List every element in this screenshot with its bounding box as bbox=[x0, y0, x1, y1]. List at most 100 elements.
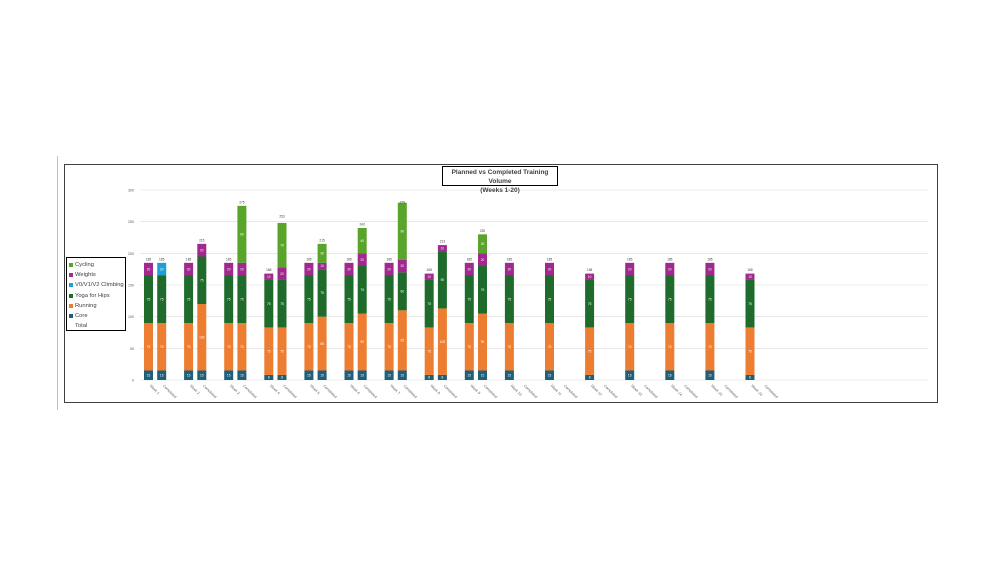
bar-segment[interactable] bbox=[705, 262, 715, 276]
bar-segment[interactable] bbox=[264, 327, 274, 375]
bar-segment[interactable] bbox=[197, 304, 207, 371]
bar-segment[interactable] bbox=[504, 275, 514, 324]
legend-entry[interactable]: Yoga for Hips bbox=[69, 291, 123, 301]
bar-segment[interactable] bbox=[745, 374, 755, 380]
bar-segment[interactable] bbox=[585, 327, 595, 375]
bar-segment[interactable] bbox=[585, 273, 595, 280]
bar-segment[interactable] bbox=[344, 262, 354, 276]
bar-segment[interactable] bbox=[504, 323, 514, 371]
bar-segment[interactable] bbox=[277, 374, 287, 380]
bar-segment[interactable] bbox=[197, 256, 207, 305]
legend-entry[interactable]: V0/V1/V2 Climbing bbox=[69, 280, 124, 290]
bar-segment[interactable] bbox=[157, 262, 167, 276]
bar-segment[interactable] bbox=[585, 374, 595, 380]
bar-segment[interactable] bbox=[504, 370, 514, 381]
bar-segment[interactable] bbox=[585, 279, 595, 328]
bar-segment[interactable] bbox=[317, 316, 327, 371]
bar-segment[interactable] bbox=[665, 323, 675, 371]
bar-segment[interactable] bbox=[397, 310, 407, 371]
bar-segment[interactable] bbox=[224, 323, 234, 371]
legend-entry[interactable]: Core bbox=[69, 311, 123, 321]
bar-segment[interactable] bbox=[344, 323, 354, 371]
bar-segment[interactable] bbox=[184, 370, 194, 381]
bar-segment[interactable] bbox=[357, 253, 367, 266]
bar-segment[interactable] bbox=[277, 279, 287, 328]
bar-segment[interactable] bbox=[424, 279, 434, 328]
bar-segment[interactable] bbox=[357, 266, 367, 314]
bar-segment[interactable] bbox=[625, 275, 635, 324]
chart-legend[interactable]: Cycling Weights V0/V1/V2 Climbing Yoga for … bbox=[66, 257, 126, 331]
bar-segment[interactable] bbox=[157, 323, 167, 371]
bar-segment[interactable] bbox=[705, 323, 715, 371]
bar-segment[interactable] bbox=[317, 243, 327, 263]
bar-segment[interactable] bbox=[705, 370, 715, 381]
bar-segment[interactable] bbox=[705, 275, 715, 324]
bar-segment[interactable] bbox=[277, 267, 287, 280]
bar-segment[interactable] bbox=[625, 262, 635, 276]
bar-segment[interactable] bbox=[625, 323, 635, 371]
bar-segment[interactable] bbox=[144, 323, 153, 371]
bar-segment[interactable] bbox=[304, 262, 314, 276]
bar-segment[interactable] bbox=[197, 370, 207, 381]
bar-segment[interactable] bbox=[424, 273, 434, 280]
bar-segment[interactable] bbox=[144, 262, 153, 276]
bar-segment[interactable] bbox=[545, 275, 554, 324]
bar-segment[interactable] bbox=[237, 205, 247, 263]
bar-segment[interactable] bbox=[304, 323, 314, 371]
bar-segment[interactable] bbox=[464, 370, 474, 381]
bar-segment[interactable] bbox=[237, 262, 247, 276]
bar-segment[interactable] bbox=[197, 243, 207, 257]
legend-entry[interactable]: Weights bbox=[69, 270, 123, 280]
bar-segment[interactable] bbox=[357, 370, 367, 381]
bar-segment[interactable] bbox=[264, 279, 274, 328]
bar-segment[interactable] bbox=[437, 245, 447, 252]
bar-segment[interactable] bbox=[397, 259, 407, 273]
legend-entry[interactable]: Total bbox=[69, 321, 123, 331]
bar-segment[interactable] bbox=[237, 370, 247, 381]
bar-segment[interactable] bbox=[665, 370, 675, 381]
bar-segment[interactable] bbox=[545, 262, 554, 276]
bar-segment[interactable] bbox=[317, 269, 327, 317]
chart-title-box[interactable]: Planned vs Completed Training Volume (We… bbox=[442, 166, 558, 194]
bar-segment[interactable] bbox=[277, 222, 287, 268]
bar-segment[interactable] bbox=[357, 228, 367, 254]
bar-segment[interactable] bbox=[357, 313, 367, 371]
bar-segment[interactable] bbox=[344, 370, 354, 381]
bar-segment[interactable] bbox=[384, 323, 394, 371]
bar-segment[interactable] bbox=[625, 370, 635, 381]
bar-segment[interactable] bbox=[317, 262, 327, 270]
bar-segment[interactable] bbox=[464, 262, 474, 276]
bar-segment[interactable] bbox=[264, 273, 274, 280]
bar-segment[interactable] bbox=[157, 370, 167, 381]
bar-segment[interactable] bbox=[464, 275, 474, 324]
bar-segment[interactable] bbox=[304, 370, 314, 381]
bar-segment[interactable] bbox=[545, 370, 554, 381]
bar-segment[interactable] bbox=[397, 370, 407, 381]
bar-segment[interactable] bbox=[397, 272, 407, 311]
bar-segment[interactable] bbox=[478, 266, 487, 314]
bar-segment[interactable] bbox=[464, 323, 474, 371]
bar-segment[interactable] bbox=[545, 323, 554, 371]
bar-segment[interactable] bbox=[424, 374, 434, 380]
bar-segment[interactable] bbox=[437, 251, 447, 309]
bar-segment[interactable] bbox=[344, 275, 354, 324]
bar-segment[interactable] bbox=[504, 262, 514, 276]
chart-area[interactable] bbox=[64, 164, 938, 403]
legend-entry[interactable]: Running bbox=[69, 301, 123, 311]
bar-segment[interactable] bbox=[397, 202, 407, 260]
bar-segment[interactable] bbox=[437, 374, 447, 380]
bar-segment[interactable] bbox=[478, 253, 487, 266]
bar-segment[interactable] bbox=[317, 370, 327, 381]
bar-segment[interactable] bbox=[478, 234, 487, 254]
bar-segment[interactable] bbox=[384, 275, 394, 324]
bar-segment[interactable] bbox=[224, 275, 234, 324]
bar-segment[interactable] bbox=[224, 370, 234, 381]
bar-segment[interactable] bbox=[384, 262, 394, 276]
bar-segment[interactable] bbox=[184, 262, 194, 276]
bar-segment[interactable] bbox=[478, 313, 487, 371]
bar-segment[interactable] bbox=[224, 262, 234, 276]
bar-segment[interactable] bbox=[277, 327, 287, 375]
bar-segment[interactable] bbox=[184, 275, 194, 324]
bar-segment[interactable] bbox=[745, 327, 755, 375]
bar-segment[interactable] bbox=[478, 370, 487, 381]
